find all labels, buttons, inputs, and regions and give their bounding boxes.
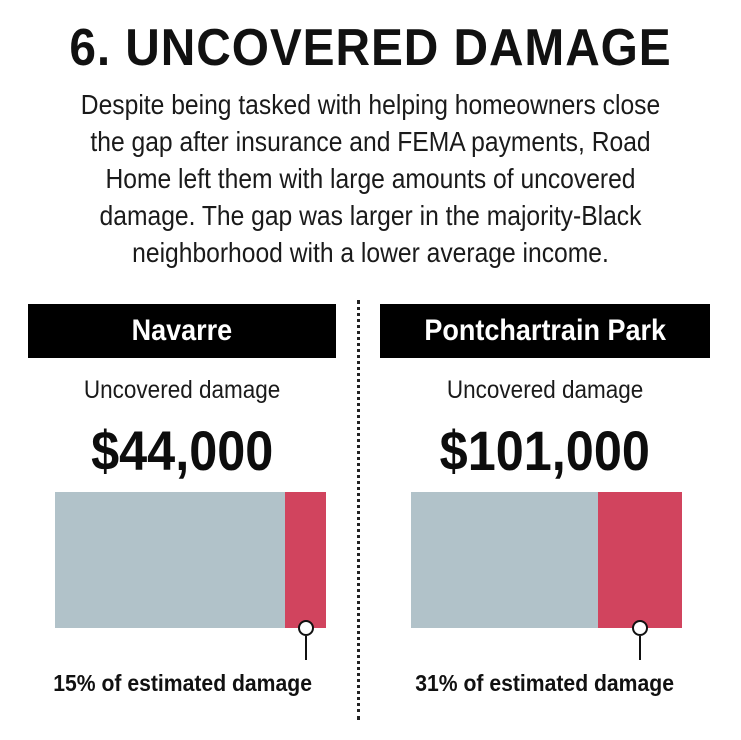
- callout-line: [304, 636, 307, 660]
- neighborhood-name: Navarre: [131, 314, 233, 347]
- callout-dot: [297, 620, 314, 636]
- uncovered-damage-amount: $101,000: [380, 418, 710, 483]
- uncovered-share-fill: [598, 492, 682, 628]
- dotted-divider: [357, 300, 360, 720]
- page-title: 6. UNCOVERED DAMAGE: [69, 19, 672, 77]
- damage-bar: [55, 492, 326, 628]
- intro-line: Home left them with large amounts of unc…: [105, 163, 636, 194]
- callout-line: [638, 636, 641, 660]
- share-caption: 15% of estimated damage: [20, 670, 346, 697]
- uncovered-damage-label: Uncovered damage: [380, 376, 710, 405]
- intro-line: the gap after insurance and FEMA payment…: [90, 126, 651, 157]
- uncovered-damage-label-text: Uncovered damage: [446, 376, 644, 404]
- panel-pontchartrain-park: Pontchartrain Park Uncovered damage $101…: [380, 304, 710, 724]
- uncovered-damage-amount: $44,000: [28, 418, 336, 483]
- damage-bar: [411, 492, 682, 628]
- share-caption-text: 31% of estimated damage: [415, 670, 675, 696]
- uncovered-damage-label-text: Uncovered damage: [83, 376, 281, 404]
- neighborhood-name: Pontchartrain Park: [424, 314, 666, 347]
- uncovered-damage-label: Uncovered damage: [28, 376, 336, 405]
- neighborhood-header: Navarre: [28, 304, 336, 358]
- uncovered-damage-amount-text: $44,000: [90, 419, 274, 482]
- intro-line: damage. The gap was larger in the majori…: [99, 200, 642, 231]
- intro-line: neighborhood with a lower average income…: [132, 237, 609, 268]
- share-caption-text: 15% of estimated damage: [53, 670, 313, 696]
- uncovered-damage-amount-text: $101,000: [439, 419, 651, 482]
- intro-text: Despite being tasked with helping homeow…: [69, 86, 672, 271]
- share-caption: 31% of estimated damage: [380, 670, 710, 697]
- intro-line: Despite being tasked with helping homeow…: [80, 89, 661, 120]
- panel-navarre: Navarre Uncovered damage $44,000 15% of …: [28, 304, 358, 724]
- uncovered-share-fill: [285, 492, 326, 628]
- neighborhood-header: Pontchartrain Park: [380, 304, 710, 358]
- callout-dot: [631, 620, 648, 636]
